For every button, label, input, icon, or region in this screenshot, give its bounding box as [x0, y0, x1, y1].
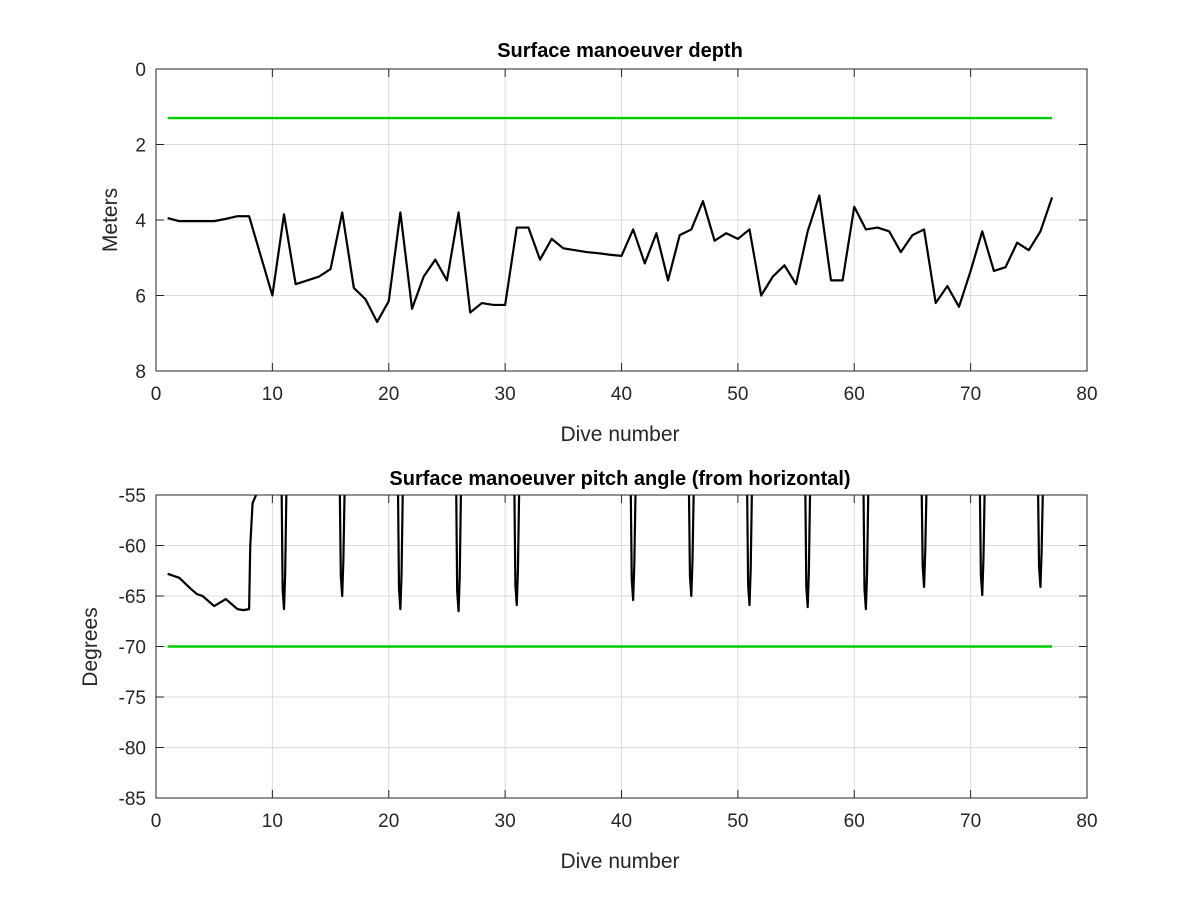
pitch-plot-ytick-label: -70 [119, 638, 146, 659]
pitch-plot: 0 10 20 30 40 50 60 70 80 -55 -60 -65 -70 -75 -80 -85 S… [79, 468, 1098, 873]
pitch-plot-xtick-label: 20 [378, 811, 399, 832]
pitch-plot-spike [629, 495, 637, 602]
depth-plot-ylabel: Meters [99, 188, 122, 252]
depth-plot-series-measured-line [167, 194, 1054, 324]
depth-plot-ytick-label: 4 [135, 211, 146, 232]
pitch-plot-ylabel: Degrees [79, 607, 102, 686]
pitch-plot-spike [513, 495, 521, 607]
depth-plot-ytick-label: 8 [135, 362, 146, 383]
pitch-plot-spike [862, 495, 870, 611]
depth-plot-xtick-label: 10 [262, 384, 283, 405]
pitch-plot-series-measured-line [167, 495, 258, 612]
pitch-plot-ytick-label: -65 [119, 587, 146, 608]
pitch-plot-xtick-label: 30 [495, 811, 516, 832]
pitch-plot-xtick-label: 50 [727, 811, 748, 832]
pitch-plot-xtick-label: 10 [262, 811, 283, 832]
pitch-plot-spike [280, 495, 288, 611]
pitch-plot-spike [978, 495, 986, 597]
pitch-plot-spike [804, 495, 812, 609]
pitch-plot-ytick-label: -80 [119, 739, 146, 760]
depth-plot-xtick-label: 50 [727, 384, 748, 405]
depth-plot-xtick-label: 20 [378, 384, 399, 405]
depth-plot-title: Surface manoeuver depth [497, 40, 743, 62]
pitch-plot-spike [338, 495, 346, 598]
pitch-plot-spike [455, 495, 462, 613]
pitch-plot-ytick-label: -85 [119, 789, 146, 810]
depth-plot: 0 10 20 30 40 50 60 70 80 0 2 4 6 8 Surface manoeuver… [99, 40, 1098, 446]
pitch-plot-spike [396, 495, 404, 611]
pitch-plot-xtick-label: 0 [151, 811, 162, 832]
pitch-plot-ytick-label: -55 [119, 486, 146, 507]
pitch-plot-spike [1037, 495, 1044, 589]
pitch-plot-xtick-label: 60 [844, 811, 865, 832]
depth-plot-xtick-label: 0 [151, 384, 162, 405]
pitch-plot-spike [746, 495, 753, 607]
depth-plot-xtick-label: 60 [844, 384, 865, 405]
depth-plot-ytick-label: 0 [135, 60, 146, 81]
pitch-plot-xtick-label: 40 [611, 811, 632, 832]
pitch-plot-xlabel: Dive number [560, 850, 679, 873]
depth-plot-xlabel: Dive number [560, 423, 679, 446]
pitch-plot-ytick-label: -75 [119, 688, 146, 709]
depth-plot-xtick-label: 40 [611, 384, 632, 405]
depth-plot-ytick-label: 6 [135, 287, 146, 308]
pitch-plot-title: Surface manoeuver pitch angle (from hori… [389, 468, 850, 490]
depth-plot-xtick-label: 70 [960, 384, 981, 405]
pitch-plot-spike [687, 495, 695, 598]
depth-plot-xtick-label: 30 [495, 384, 516, 405]
pitch-plot-xtick-label: 80 [1076, 811, 1097, 832]
depth-plot-xtick-label: 80 [1076, 384, 1097, 405]
pitch-plot-xtick-label: 70 [960, 811, 981, 832]
depth-plot-ytick-label: 2 [135, 136, 146, 157]
pitch-plot-ytick-label: -60 [119, 537, 146, 558]
pitch-plot-spike [920, 495, 928, 589]
